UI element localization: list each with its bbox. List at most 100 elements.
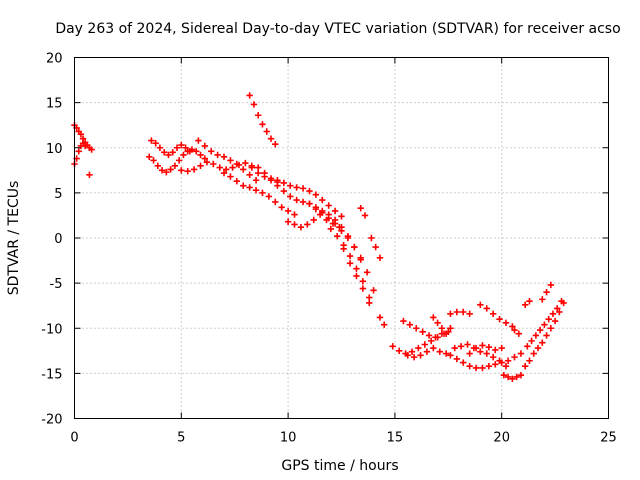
data-point: [259, 121, 266, 128]
data-point: [75, 148, 82, 155]
data-point: [524, 343, 531, 350]
data-point: [453, 308, 461, 316]
data-point: [404, 352, 411, 359]
data-point: [502, 319, 510, 327]
data-point: [436, 348, 443, 355]
data-point: [331, 216, 339, 224]
data-point: [517, 371, 525, 379]
data-point: [359, 285, 367, 292]
series-arc-c: [178, 158, 281, 186]
data-point: [423, 348, 431, 355]
data-point: [509, 375, 516, 382]
series-arc-n: [368, 234, 384, 262]
data-point: [291, 221, 298, 228]
data-point: [240, 182, 247, 189]
data-point: [287, 193, 294, 200]
data-point: [410, 353, 418, 361]
data-point: [504, 373, 512, 381]
data-point: [178, 167, 185, 174]
data-point: [504, 357, 512, 364]
data-point: [325, 202, 332, 209]
data-point: [344, 232, 352, 240]
series-arc-early-b: [71, 140, 89, 168]
data-point: [477, 348, 484, 355]
data-point: [304, 221, 311, 228]
series-arc-s: [430, 314, 450, 337]
data-point: [319, 207, 326, 215]
data-point: [489, 353, 497, 361]
data-point: [432, 334, 439, 341]
data-point: [158, 167, 166, 174]
data-point: [530, 350, 537, 357]
y-tick-label: -15: [41, 367, 62, 382]
data-point: [479, 342, 486, 349]
data-point: [165, 151, 172, 159]
data-point: [254, 164, 262, 171]
data-point: [163, 168, 170, 176]
data-point: [265, 193, 273, 200]
data-point: [395, 347, 403, 355]
data-point: [483, 350, 490, 357]
data-point: [77, 131, 85, 138]
data-point: [169, 149, 176, 156]
data-point: [430, 344, 437, 352]
data-point: [376, 254, 384, 262]
data-point: [299, 198, 307, 206]
data-point: [417, 352, 424, 359]
series-arc-late-b: [524, 297, 565, 350]
data-point: [201, 155, 208, 162]
data-point: [319, 196, 326, 204]
data-point: [310, 216, 317, 224]
series-arc-late-a: [521, 299, 567, 370]
data-point: [413, 325, 420, 332]
axis-ticks: 0 5 10 15 20 25 -20 -15 -10 -5 0 5 10 15 20: [41, 52, 617, 446]
data-point: [556, 308, 563, 316]
data-point: [284, 218, 292, 225]
data-point: [346, 260, 354, 267]
data-point: [293, 196, 300, 204]
x-tick-label: 15: [387, 431, 404, 446]
data-point: [498, 344, 505, 352]
data-point: [261, 169, 268, 177]
series-arc-q: [400, 317, 452, 341]
data-point: [361, 212, 369, 219]
data-point: [229, 164, 236, 171]
data-point: [148, 137, 155, 144]
data-point: [366, 299, 373, 307]
data-point: [248, 162, 255, 169]
data-point: [323, 216, 330, 224]
data-point: [252, 186, 260, 194]
series-arc-o: [376, 314, 388, 328]
data-point: [338, 223, 345, 231]
data-point: [182, 144, 189, 151]
data-point: [536, 326, 544, 334]
data-point: [438, 325, 446, 332]
data-point: [331, 207, 339, 215]
data-point: [485, 344, 493, 351]
data-point: [86, 171, 93, 179]
data-point: [353, 265, 360, 272]
y-tick-label: -20: [41, 413, 62, 428]
series-arc-early-c: [86, 171, 93, 179]
data-point: [400, 317, 407, 325]
x-tick-label: 20: [493, 431, 510, 446]
data-point: [197, 151, 204, 159]
x-tick-label: 0: [70, 431, 78, 446]
data-point: [233, 160, 241, 168]
data-point: [357, 205, 364, 212]
data-point: [419, 328, 426, 336]
data-point: [363, 269, 371, 276]
data-point: [509, 323, 516, 330]
data-point: [167, 166, 174, 173]
data-point: [152, 140, 159, 147]
data-point: [81, 142, 89, 150]
data-point: [161, 149, 168, 156]
data-point: [346, 252, 354, 260]
data-point: [558, 297, 565, 305]
data-point: [246, 171, 253, 179]
data-point: [526, 357, 533, 364]
data-point: [466, 350, 473, 357]
data-point: [146, 153, 153, 160]
y-tick-label: 20: [46, 52, 63, 67]
data-point: [312, 204, 320, 211]
